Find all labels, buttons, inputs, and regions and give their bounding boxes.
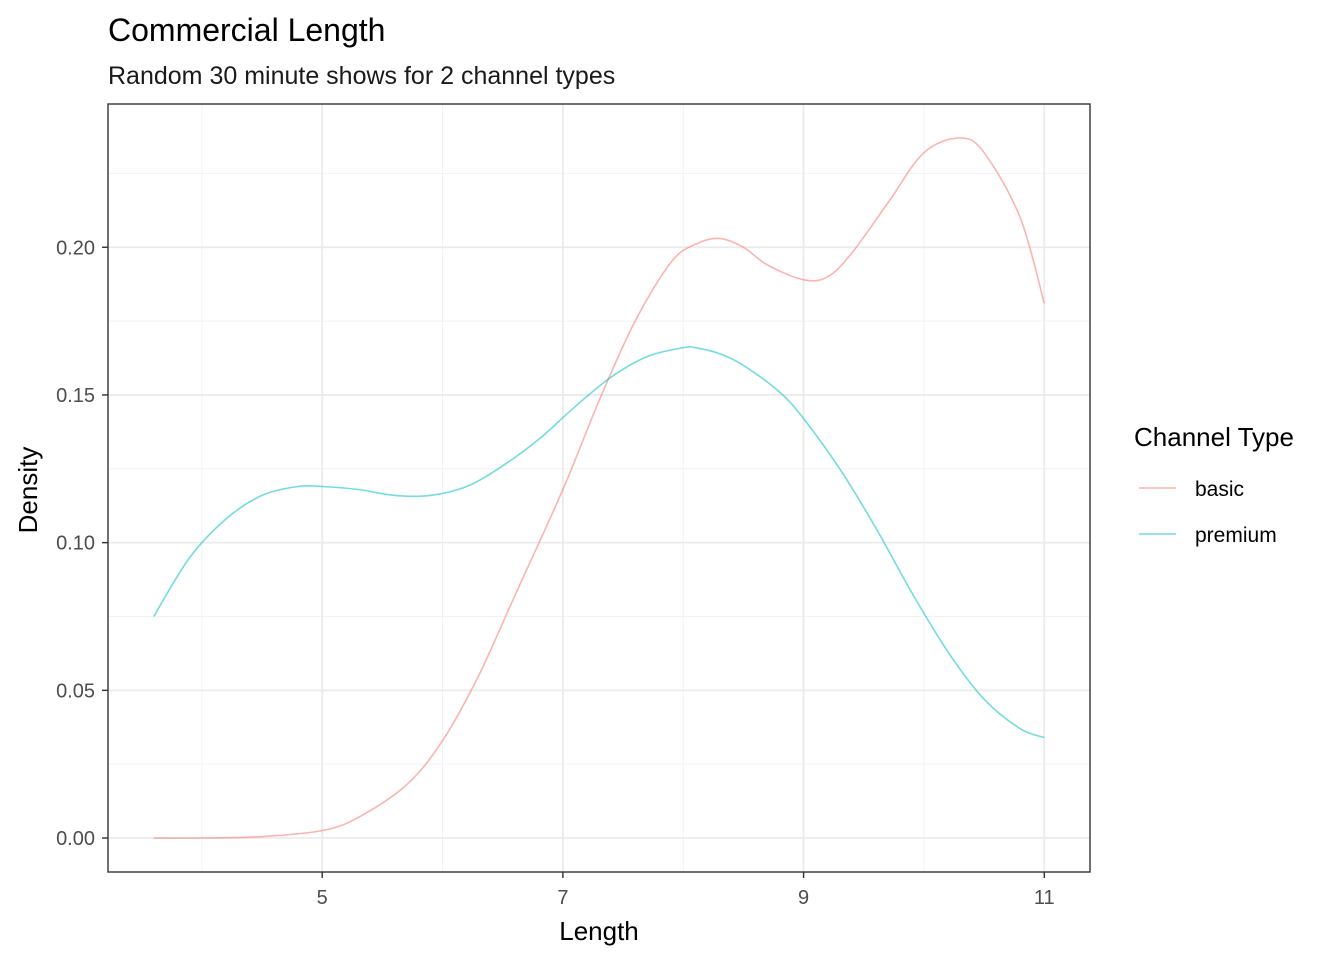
minor-gridlines (108, 104, 1090, 872)
x-tick-label: 9 (798, 887, 809, 909)
x-axis-title: Length (559, 916, 639, 946)
x-tick-label: 11 (1034, 887, 1055, 909)
legend-label-premium: premium (1195, 524, 1277, 547)
legend: Channel Type basic premium (1134, 422, 1294, 547)
x-axis: 5 7 9 11 (317, 872, 1055, 909)
y-tick-label: 0.20 (56, 237, 95, 259)
series-lines (153, 137, 1046, 839)
major-gridlines (108, 104, 1090, 872)
y-tick-label: 0.15 (56, 385, 95, 407)
chart-subtitle: Random 30 minute shows for 2 channel typ… (108, 62, 615, 90)
legend-title: Channel Type (1134, 422, 1294, 452)
plot-border (107, 103, 1091, 873)
chart-title: Commercial Length (108, 12, 385, 48)
x-tick-label: 5 (317, 887, 328, 909)
y-tick-label: 0.10 (56, 533, 95, 555)
legend-label-basic: basic (1195, 478, 1244, 501)
series-line-basic (153, 137, 1046, 839)
plot-panel (108, 104, 1090, 872)
y-tick-label: 0.05 (56, 680, 95, 702)
x-tick-label: 7 (557, 887, 568, 909)
y-axis-title: Density (13, 447, 43, 534)
y-axis: 0.00 0.05 0.10 0.15 0.20 (56, 237, 108, 850)
series-line-premium (153, 345, 1045, 739)
y-tick-label: 0.00 (56, 828, 95, 850)
